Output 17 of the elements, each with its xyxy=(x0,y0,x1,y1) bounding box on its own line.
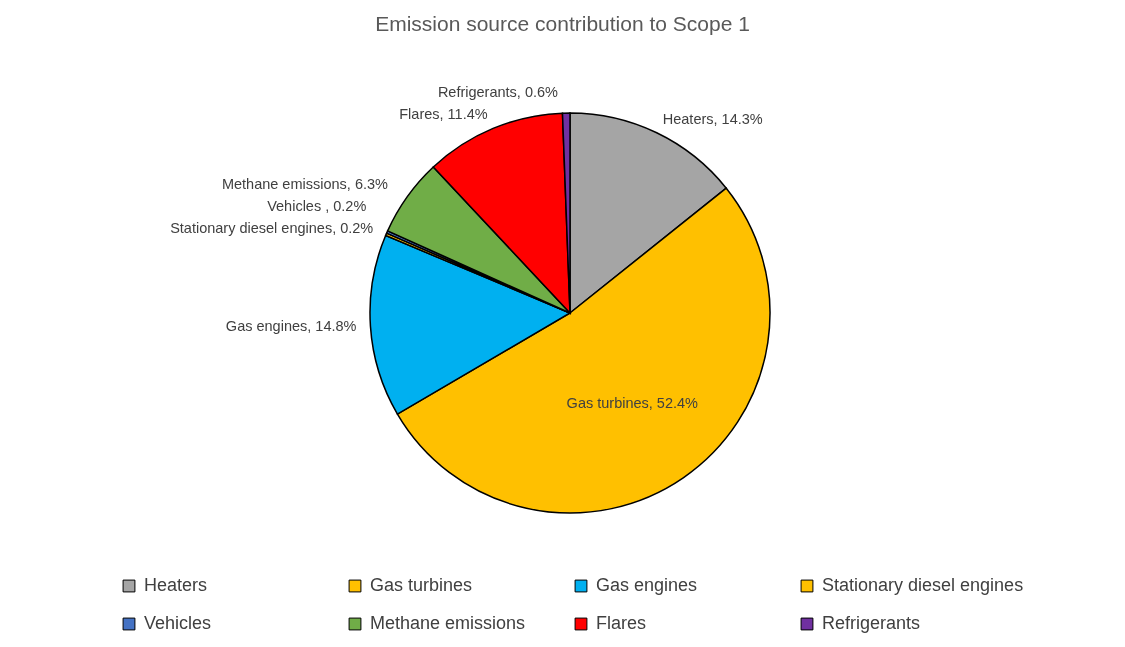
data-label: Gas turbines, 52.4% xyxy=(566,394,699,411)
chart-title: Emission source contribution to Scope 1 xyxy=(375,12,750,35)
legend-label: Stationary diesel engines xyxy=(822,575,1024,595)
data-label: Methane emissions, 6.3% xyxy=(221,175,389,192)
legend-label: Methane emissions xyxy=(370,613,526,633)
data-label: Refrigerants, 0.6% xyxy=(437,84,559,101)
data-label: Flares, 11.4% xyxy=(399,106,488,123)
legend-label: Gas engines xyxy=(596,575,698,595)
legend-label: Vehicles xyxy=(144,613,212,633)
legend-label: Refrigerants xyxy=(822,613,921,633)
data-label: Stationary diesel engines, 0.2% xyxy=(170,219,374,236)
legend-label: Gas turbines xyxy=(370,575,473,595)
legend-label: Flares xyxy=(596,613,647,633)
data-label: Heaters, 14.3% xyxy=(662,111,763,128)
legend-label: Heaters xyxy=(144,575,208,595)
data-label: Vehicles , 0.2% xyxy=(267,197,367,214)
data-label: Gas engines, 14.8% xyxy=(225,318,357,335)
